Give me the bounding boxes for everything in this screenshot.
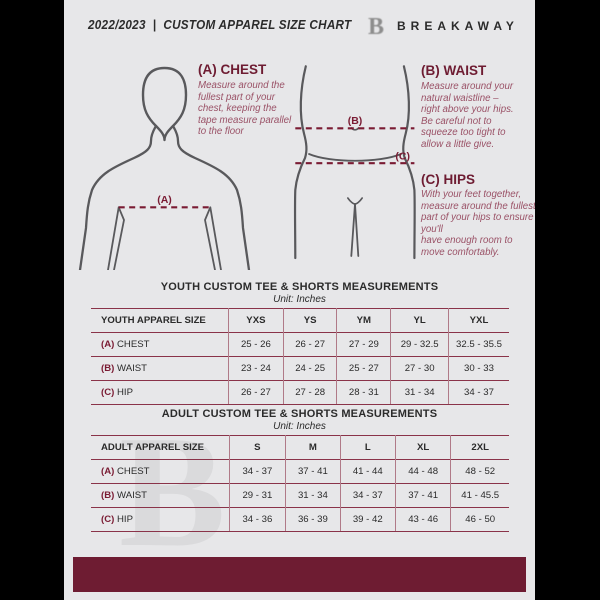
- svg-text:(C): (C): [395, 151, 410, 163]
- svg-text:(B): (B): [348, 115, 363, 127]
- svg-text:(A): (A): [157, 194, 172, 206]
- svg-text:B: B: [368, 14, 384, 40]
